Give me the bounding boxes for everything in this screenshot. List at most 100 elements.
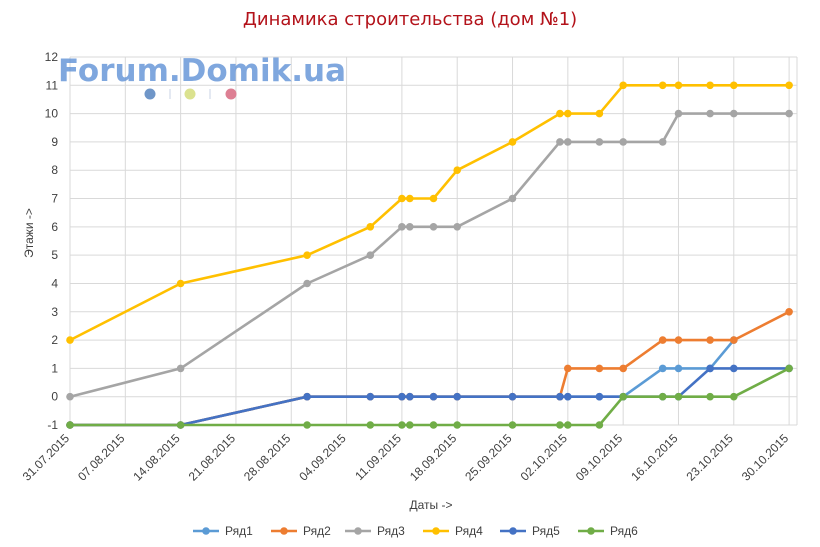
data-point [595,364,604,373]
data-point [406,223,414,231]
data-point [595,138,604,146]
data-point [508,138,517,146]
data-point [453,421,462,429]
data-point [674,109,683,118]
data-point [453,392,462,401]
y-tick-label: 8 [51,163,58,177]
data-point [398,223,406,231]
data-point [176,279,185,288]
data-point [406,421,414,429]
data-point [706,81,714,90]
data-point [564,109,572,118]
data-point [619,392,627,401]
x-tick-label: 23.10.2015 [684,431,737,484]
series-line [69,84,790,342]
data-point [303,392,311,401]
data-point [366,392,375,401]
data-point [66,421,74,429]
data-point [429,421,438,429]
data-point [706,392,714,401]
data-point [785,81,793,90]
x-tick-label: 14.08.2015 [130,431,183,484]
data-point [619,138,627,146]
data-point [508,194,517,203]
data-point [564,392,572,401]
data-point [730,336,738,344]
data-point [303,421,311,429]
data-point [674,392,683,401]
data-point [453,166,462,174]
legend-item: Ряд6 [578,524,638,538]
y-tick-label: 1 [51,361,58,375]
series-layer [66,81,793,429]
data-point [176,364,185,373]
series-3 [66,109,793,401]
data-point [366,251,375,259]
data-point [785,364,793,373]
data-point [785,109,793,118]
y-tick-label: 9 [51,135,58,149]
data-point [556,421,564,429]
legend-label: Ряд4 [455,524,483,538]
data-point [398,194,406,203]
x-tick-label: 09.10.2015 [573,431,626,484]
data-point [674,364,683,373]
x-axis: 31.07.2015 07.08.2015 14.08.2015 21.08.2015… [20,431,792,484]
data-point [658,364,667,373]
data-point [556,392,564,401]
data-point [674,81,683,90]
data-point [595,392,604,401]
data-point [66,392,74,401]
x-tick-label: 30.10.2015 [739,431,792,484]
data-point [658,392,667,401]
watermark-text: Forum.Domik.ua [58,53,346,89]
legend-item: Ряд5 [500,524,560,538]
x-tick-label: 31.07.2015 [20,431,73,484]
y-tick-label: 3 [51,305,58,319]
data-point [658,138,667,146]
x-tick-label: 21.08.2015 [186,431,239,484]
y-axis-label: Этажи -> [22,208,36,258]
data-point [564,364,572,373]
data-point [303,279,311,288]
legend-item: Ряд4 [423,524,483,538]
data-point [595,109,604,118]
x-tick-label: 02.10.2015 [518,431,571,484]
watermark-dot [144,88,156,100]
watermark-dot [184,88,196,100]
y-tick-label: 7 [51,192,58,206]
data-point [366,421,375,429]
legend-label: Ряд1 [225,524,253,538]
grid [69,56,798,426]
data-point [658,81,667,90]
y-tick-label: 6 [51,220,58,234]
y-tick-label: 2 [51,333,58,347]
series-4 [66,81,793,344]
data-point [406,194,414,203]
data-point [556,109,564,118]
legend-item: Ряд3 [345,524,405,538]
data-point [556,138,564,146]
legend-label: Ряд2 [303,524,331,538]
data-point [453,223,462,231]
legend-item: Ряд1 [193,524,253,538]
data-point [706,364,714,373]
chart-title: Динамика строительства (дом №1) [243,9,577,30]
y-tick-label: 5 [51,248,58,262]
x-tick-label: 07.08.2015 [75,431,128,484]
x-axis-label: Даты -> [410,498,453,512]
data-point [619,364,627,373]
data-point [508,392,517,401]
x-tick-label: 25.09.2015 [462,431,515,484]
legend-marker [587,527,595,535]
data-point [658,336,667,344]
data-point [398,392,406,401]
y-tick-label: 10 [45,107,59,121]
y-tick-label: 11 [46,78,59,92]
data-point [303,251,311,259]
data-point [730,364,738,373]
legend-marker [509,527,517,535]
y-tick-label: 0 [51,390,58,404]
